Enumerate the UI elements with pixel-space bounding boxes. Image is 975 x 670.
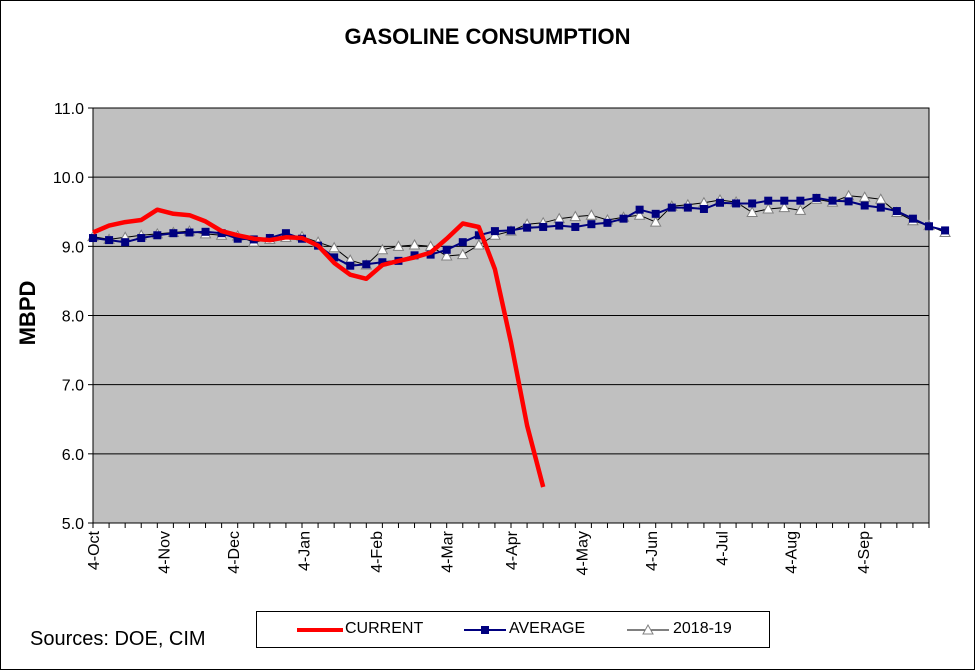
data-point-average [185,228,194,237]
data-point-average [844,197,853,206]
data-point-average [153,231,162,240]
data-point-2018-19 [633,209,646,220]
x-tick-label: 4-Oct [86,530,103,570]
data-point-2018-19 [649,216,662,227]
data-point-average [474,231,483,240]
legend-label-2018-19: 2018-19 [673,620,732,637]
y-tick-label: 5.0 [62,516,84,533]
x-tick-label: 4-Aug [784,531,801,574]
data-point-average [281,229,290,238]
data-point-average [812,193,821,202]
data-point-average [732,199,741,208]
data-point-average [716,198,724,207]
data-point-average [507,226,515,235]
sources-note: Sources: DOE, CIM [30,628,206,650]
x-tick-label: 4-Sep [856,531,873,574]
data-point-average [892,207,901,216]
legend-label-current: CURRENT [345,620,424,637]
y-tick-label: 6.0 [62,447,84,464]
x-tick-label: 4-Dec [226,531,243,574]
data-point-2018-19 [328,241,341,253]
x-tick-label: 4-Jun [644,531,661,571]
data-point-2018-19 [408,238,421,250]
data-point-2018-19 [440,249,453,261]
data-point-average [490,227,499,236]
chart-title: GASOLINE CONSUMPTION [344,24,631,49]
data-point-average [330,253,339,262]
data-point-average [233,234,242,243]
data-point-average [925,222,933,231]
data-point-2018-19 [392,240,405,251]
x-tick-label: 4-Feb [369,531,386,573]
data-point-average [651,209,660,218]
data-point-average [362,260,371,269]
data-point-2018-19 [456,248,469,260]
y-tick-label: 11.0 [54,101,84,118]
data-point-average [764,196,773,205]
data-point-2018-19 [585,209,598,220]
data-point-average [941,226,950,235]
data-point-average [346,261,355,270]
x-tick-label: 4-Jul [715,531,732,566]
data-point-average [121,238,130,247]
data-point-average [201,227,210,236]
y-tick-label: 9.0 [62,239,84,256]
data-point-average [683,203,692,212]
data-point-average [699,204,708,213]
data-point-average [619,214,628,223]
data-point-average [828,196,837,205]
data-point-average [523,223,532,232]
data-point-2018-19 [569,210,582,222]
data-point-average [105,236,114,245]
legend-marker-2018-19 [642,623,654,635]
data-point-2018-19 [858,191,871,202]
data-point-2018-19 [472,238,485,250]
data-point-average [169,229,178,238]
data-point-average [378,258,387,267]
x-tick-label: 4-May [575,531,592,575]
x-tick-label: 4-Apr [504,530,521,570]
data-point-average [89,234,97,243]
data-point-average [555,221,564,230]
data-point-average [860,201,869,210]
y-tick-label: 10.0 [53,170,84,187]
y-tick-label: 7.0 [62,378,84,395]
data-point-average [571,222,580,231]
legend-label-average: AVERAGE [509,620,586,637]
data-point-average [458,238,467,247]
data-point-average [876,203,885,212]
series-line-current [92,207,546,488]
y-tick-label: 8.0 [62,309,84,326]
legend-swatches [297,623,669,635]
legend-marker-average [481,626,489,634]
data-point-average [539,222,548,231]
x-tick-label: 4-Nov [157,531,174,574]
data-point-2018-19 [794,204,807,215]
data-point-average [908,214,917,223]
data-point-average [442,245,451,254]
data-point-average [780,196,789,205]
data-point-average [748,199,757,208]
data-point-average [667,203,676,212]
data-point-average [587,220,596,229]
data-point-average [635,205,644,214]
data-point-2018-19 [762,202,775,214]
data-point-average [796,196,805,205]
x-tick-label: 4-Mar [440,530,457,572]
x-tick-label: 4-Jan [297,531,314,571]
chart-legend: CURRENT AVERAGE 2018-19 [256,611,770,648]
data-point-2018-19 [874,193,887,204]
data-point-2018-19 [746,206,759,217]
data-point-2018-19 [778,201,791,213]
data-point-average [603,218,612,227]
data-point-2018-19 [376,243,389,255]
data-point-average [137,234,146,243]
